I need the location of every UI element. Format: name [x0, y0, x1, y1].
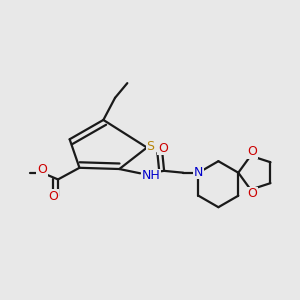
Text: O: O: [48, 190, 58, 203]
Text: S: S: [147, 140, 154, 152]
Text: O: O: [247, 188, 257, 200]
Text: N: N: [194, 166, 203, 178]
Text: O: O: [158, 142, 168, 155]
Text: NH: NH: [142, 169, 160, 182]
Text: O: O: [247, 145, 257, 158]
Text: O: O: [37, 163, 47, 176]
